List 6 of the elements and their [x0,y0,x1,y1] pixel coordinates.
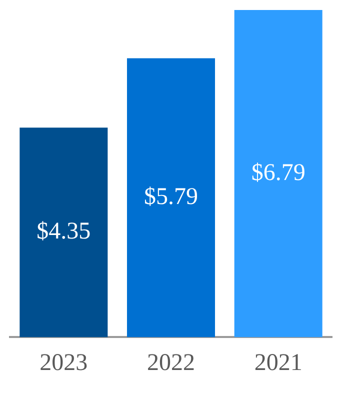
data-label: $6.79 [251,160,306,186]
data-label: $5.79 [144,184,198,210]
x-tick-label: 2023 [40,350,88,376]
x-tick-label: 2022 [147,350,195,376]
data-label: $4.35 [36,218,91,245]
x-tick-label: 2021 [254,350,302,376]
